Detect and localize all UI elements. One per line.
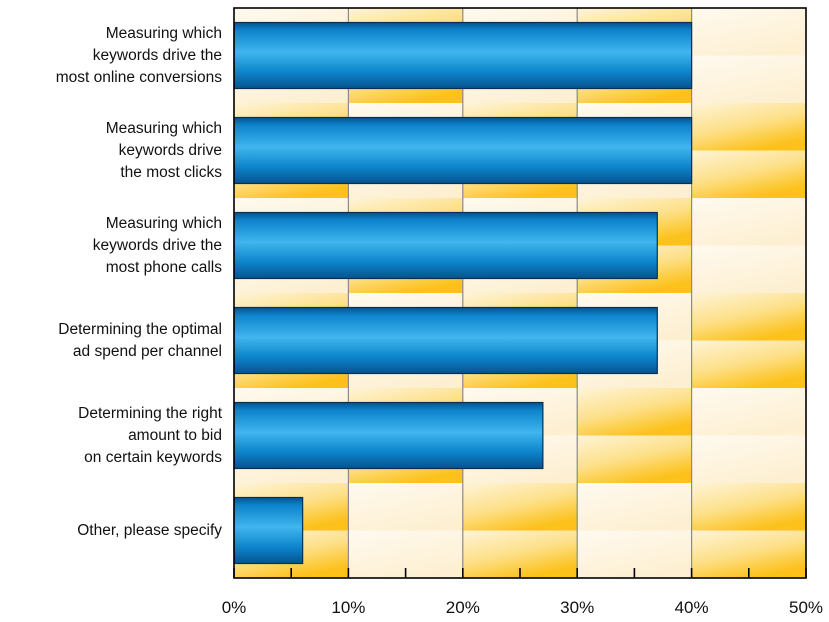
bar [233,306,658,375]
background-cell [691,150,806,199]
background-cell [691,293,806,341]
background-cell [691,55,806,104]
background-cell [577,483,692,531]
category-label: Determining the right amount to bid on c… [78,404,222,466]
bar [233,116,693,185]
background-cell [691,340,806,389]
x-tick-label: 20% [446,598,480,617]
background-cell [691,103,806,151]
background-cell [691,483,806,531]
x-tick-label: 10% [331,598,365,617]
background-cell [691,388,806,436]
category-label: Other, please specify [77,521,222,539]
background-cell [348,483,463,531]
bar [233,401,544,470]
background-cell [691,8,806,56]
x-tick-label: 40% [675,598,709,617]
category-label: Measuring which keywords drive the most … [92,214,222,276]
background-cell [691,198,806,246]
background-cell [462,483,578,531]
x-tick-label: 30% [560,598,594,617]
bar [233,21,693,90]
background-cell [691,245,806,294]
background-cell [577,435,692,484]
category-label: Measuring which keywords drive the most … [55,24,222,86]
category-label: Determining the optimal ad spend per cha… [58,320,222,360]
x-tick-label: 50% [789,598,823,617]
background-cell [577,388,692,436]
background-cell [691,435,806,484]
category-label: Measuring which keywords drive the most … [105,119,222,181]
bar [233,211,658,280]
bar [233,496,304,565]
x-tick-label: 0% [222,598,247,617]
